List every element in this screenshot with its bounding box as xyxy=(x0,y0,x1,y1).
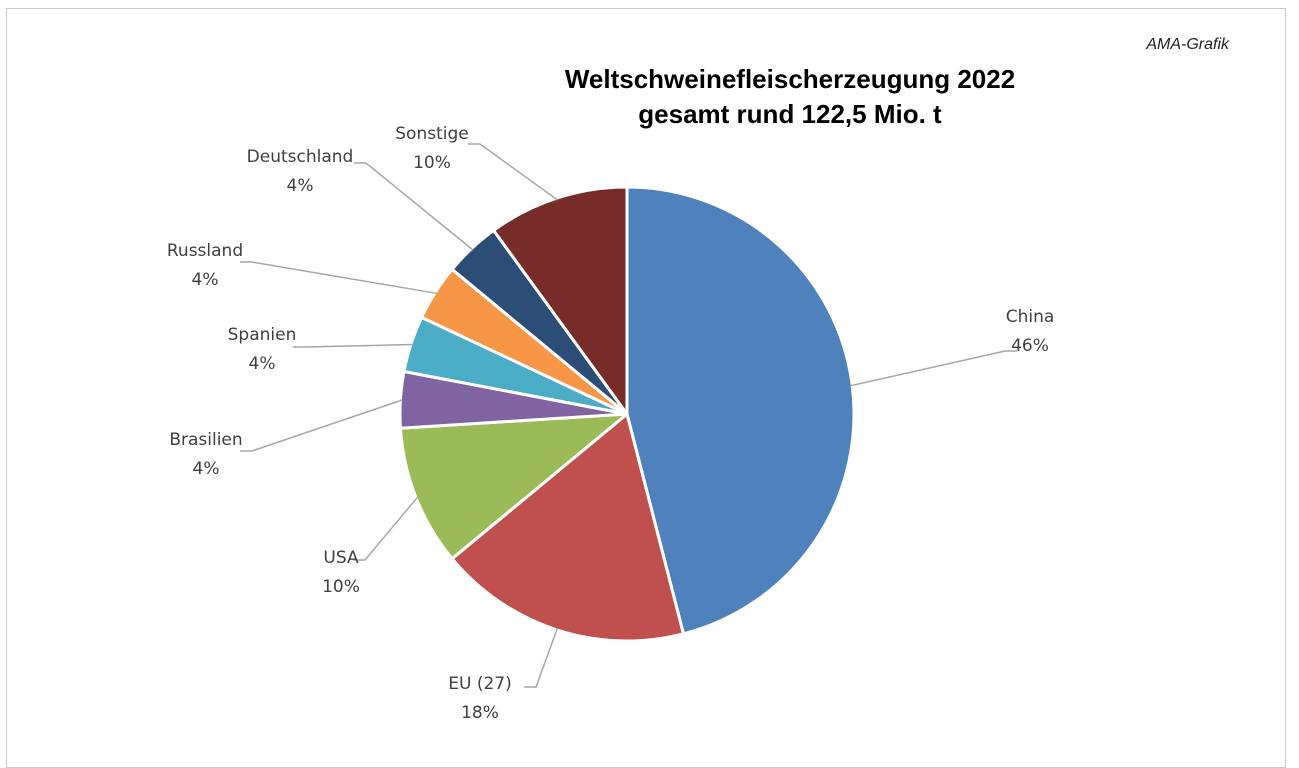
slice-category-label: EU (27) xyxy=(448,674,511,694)
chart-title: Weltschweinefleischerzeugung 2022 gesamt… xyxy=(470,62,1110,132)
slice-percent-label: 10% xyxy=(413,153,451,173)
leader-line xyxy=(850,350,1017,387)
leader-line xyxy=(240,399,403,452)
pie-slices xyxy=(398,185,856,643)
slice-category-label: Sonstige xyxy=(395,124,468,144)
leader-line xyxy=(353,496,419,561)
pie-slice-usa xyxy=(398,412,629,561)
leader-line xyxy=(240,261,438,295)
slice-percent-label: 4% xyxy=(249,354,276,374)
slice-category-label: Russland xyxy=(167,241,243,261)
leader-lines xyxy=(240,143,1017,688)
slice-category-label: USA xyxy=(323,548,359,568)
slice-percent-label: 18% xyxy=(461,703,499,723)
slice-category-label: Deutschland xyxy=(247,147,354,167)
chart-title-line-1: Weltschweinefleischerzeugung 2022 xyxy=(564,64,1016,94)
source-label: AMA-Grafik xyxy=(1146,36,1229,53)
pie-slice-sonstige xyxy=(492,185,629,416)
leader-line xyxy=(354,162,474,251)
leader-line xyxy=(468,143,558,201)
slice-percent-label: 4% xyxy=(192,270,219,290)
slice-category-label: China xyxy=(1006,307,1055,327)
leader-line xyxy=(524,627,559,688)
slice-percent-label: 46% xyxy=(1011,336,1049,356)
slice-percent-label: 10% xyxy=(322,577,360,597)
slice-category-label: Brasilien xyxy=(169,430,242,450)
slice-percent-label: 4% xyxy=(193,459,220,479)
slice-percent-label: 4% xyxy=(287,176,314,196)
leader-line xyxy=(293,343,414,348)
slice-labels: China 46% EU (27) 18% USA 10% Brasilien 4% Spani… xyxy=(167,124,1054,723)
chart-title-line-2: gesamt rund 122,5 Mio. t xyxy=(638,99,942,129)
slice-category-label: Spanien xyxy=(228,325,297,345)
